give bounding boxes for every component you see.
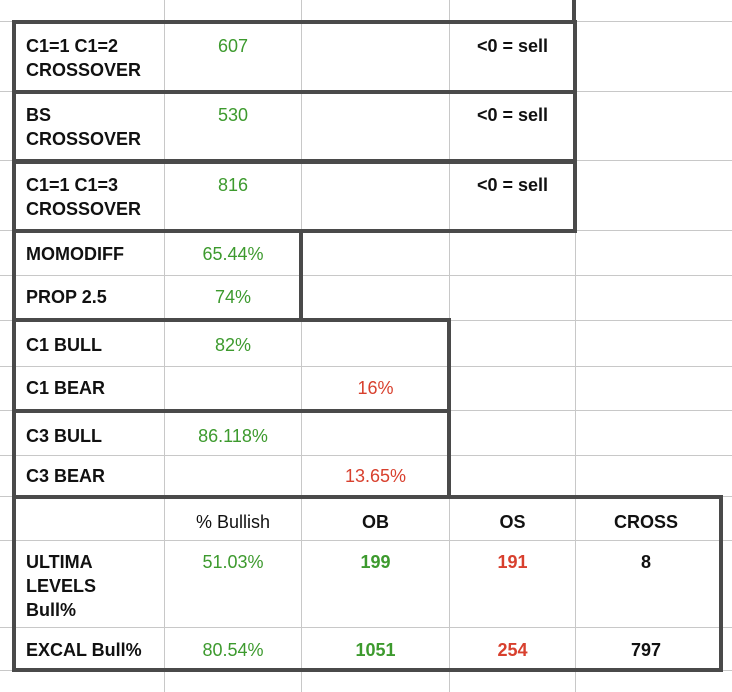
top-stub-border: [572, 0, 576, 24]
excal-label: EXCAL Bull%: [26, 640, 142, 660]
header-os: OS: [499, 512, 526, 532]
ultima-label-line1: ULTIMA: [26, 552, 93, 572]
c3-bull-label: C3 BULL: [26, 426, 102, 446]
ultima-bullish-value: 51.03%: [202, 552, 264, 572]
prop-value: 74%: [214, 287, 252, 307]
c1-bull-label: C1 BULL: [26, 335, 102, 355]
c1-c2-crossover-note: <0 = sell: [476, 36, 549, 56]
c1-c3-label-line1: C1=1 C1=3: [26, 175, 119, 195]
ultima-label: ULTIMA LEVELS Bull%: [26, 550, 96, 622]
c3-bull-value: 86.118%: [198, 426, 268, 446]
bs-crossover-note: <0 = sell: [476, 105, 549, 125]
summary-group-box: [12, 495, 723, 672]
c1-c2-crossover-label: C1=1 C1=2 CROSSOVER: [26, 34, 141, 82]
prop-label: PROP 2.5: [26, 287, 107, 307]
ultima-label-line3: Bull%: [26, 600, 77, 620]
c1-bear-value: 16%: [357, 378, 394, 398]
c1-bull-value: 82%: [214, 335, 252, 355]
excal-cross-value: 797: [630, 640, 662, 660]
momodiff-value: 65.44%: [202, 244, 264, 264]
c1-c3-crossover-note: <0 = sell: [476, 175, 549, 195]
c1-c3-crossover-label: C1=1 C1=3 CROSSOVER: [26, 173, 141, 221]
ultima-ob-value: 199: [360, 552, 391, 572]
bs-label-line1: BS: [26, 105, 52, 125]
bs-crossover-label: BS CROSSOVER: [26, 103, 141, 151]
header-ob: OB: [362, 512, 389, 532]
c1-c2-crossover-value: 607: [217, 36, 249, 56]
ultima-os-value: 191: [497, 552, 528, 572]
bs-crossover-value: 530: [217, 105, 249, 125]
excal-ob-value: 1051: [355, 640, 396, 660]
c1-c2-label-line1: C1=1 C1=2: [26, 36, 119, 56]
c1-bear-label: C1 BEAR: [26, 378, 106, 398]
bs-label-line2: CROSSOVER: [26, 129, 142, 149]
excal-os-value: 254: [497, 640, 528, 660]
ultima-cross-value: 8: [640, 552, 651, 572]
c1-c2-label-line2: CROSSOVER: [26, 60, 142, 80]
momodiff-label: MOMODIFF: [26, 244, 124, 264]
c3-bear-label: C3 BEAR: [26, 466, 106, 486]
header-cross: CROSS: [613, 512, 678, 532]
c3-bear-value: 13.65%: [344, 466, 407, 486]
ultima-label-line2: LEVELS: [26, 576, 97, 596]
header-bullish: % Bullish: [195, 512, 271, 532]
c1-c3-label-line2: CROSSOVER: [26, 199, 142, 219]
c1-c3-crossover-value: 816: [217, 175, 249, 195]
excal-bullish-value: 80.54%: [202, 640, 264, 660]
